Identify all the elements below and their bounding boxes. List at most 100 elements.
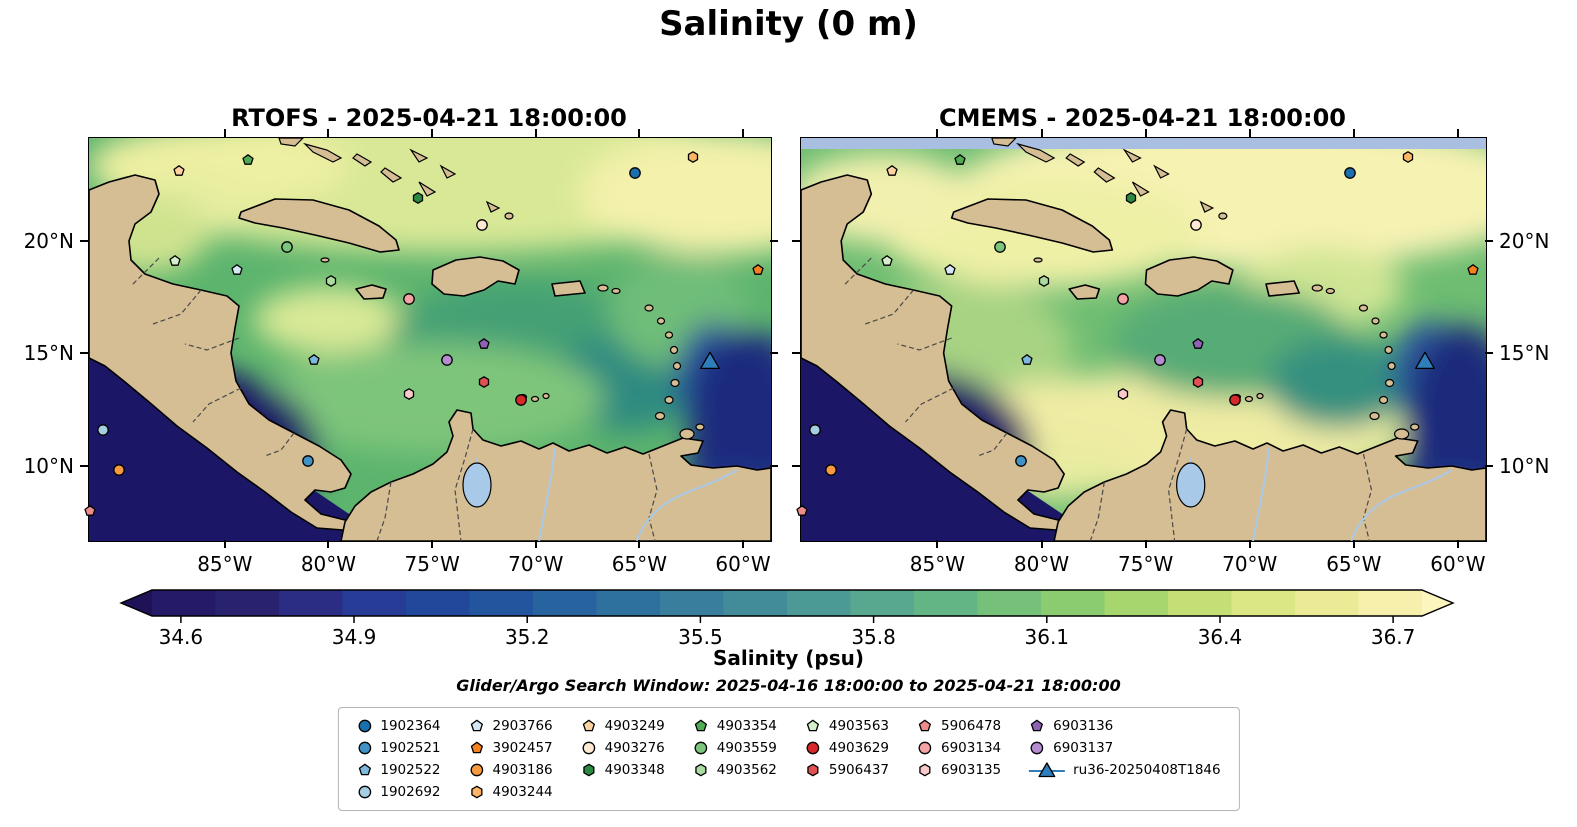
- x-tick-label: 85°W: [197, 552, 253, 576]
- pentagon-marker-icon: [918, 719, 932, 732]
- legend-column: 1902364 1902521 1902522 1902692: [356, 717, 441, 801]
- pentagon-marker-icon: [231, 263, 243, 275]
- circle-marker-icon: [694, 741, 708, 755]
- legend-column: 5906478 6903134 6903135: [917, 717, 1001, 801]
- float-marker-6903135: [1116, 387, 1129, 400]
- y-tick-label: 10°N: [1499, 453, 1550, 478]
- x-tick-mark: [534, 540, 537, 548]
- colorbar-tick-label: 36.1: [1024, 625, 1070, 649]
- pentagon-legend-marker-icon: [805, 719, 821, 733]
- pentagon-marker-icon: [173, 164, 185, 176]
- pentagon-marker-icon: [1466, 263, 1479, 275]
- pentagon-legend-marker-icon: [469, 719, 485, 733]
- legend-label: 4903629: [828, 740, 890, 756]
- legend-label: 1902521: [380, 740, 441, 756]
- legend-box: 1902364 1902521 1902522 1902692 2903766 39024…: [337, 707, 1240, 811]
- float-marker-4903186: [825, 464, 838, 477]
- legend-item: 4903276: [581, 739, 665, 757]
- x-tick-label: 65°W: [1326, 552, 1382, 576]
- colorbar-tick-label: 35.2: [504, 625, 550, 649]
- x-tick-mark: [431, 540, 434, 548]
- legend-label: 1902364: [380, 718, 441, 734]
- float-marker-4903348: [411, 191, 424, 204]
- circle-marker-icon: [358, 785, 371, 799]
- x-tick-mark: [936, 129, 939, 137]
- triangle-marker-icon: [699, 351, 720, 370]
- circle-marker-icon: [994, 241, 1006, 254]
- pentagon-legend-marker-icon: [693, 719, 709, 733]
- y-tick-mark: [792, 464, 800, 467]
- glider-marker-icon: [1029, 762, 1066, 778]
- pentagon-marker-icon: [886, 164, 898, 176]
- legend-item: 6903134: [917, 739, 1001, 757]
- float-marker-1902364: [1343, 167, 1356, 180]
- circle-marker-icon: [629, 167, 642, 179]
- hexagon-legend-marker-icon: [581, 763, 597, 777]
- float-marker-1902522: [307, 353, 320, 366]
- float-marker-4903249: [173, 164, 186, 177]
- legend-label: 4903563: [828, 718, 890, 734]
- legend-item: 4903348: [581, 761, 665, 779]
- float-marker-6903137: [440, 353, 453, 366]
- legend-label: 1902692: [380, 784, 441, 800]
- legend-label: ru36-20250408T1846: [1073, 762, 1221, 778]
- legend-label: 4903244: [492, 784, 553, 800]
- float-marker-1902521: [301, 455, 314, 468]
- y-tick-label: 10°N: [23, 453, 74, 478]
- legend-label: 6903134: [941, 740, 1002, 756]
- y-tick-mark: [1485, 352, 1493, 355]
- hexagon-marker-icon: [688, 151, 699, 164]
- pentagon-marker-icon: [881, 254, 894, 266]
- circle-marker-icon: [918, 741, 932, 755]
- map-rtofs: [89, 138, 771, 541]
- legend-label: 6903137: [1053, 740, 1114, 756]
- legend-label: 4903348: [604, 762, 665, 778]
- float-marker-5906437: [1191, 376, 1204, 389]
- pentagon-marker-icon: [169, 254, 181, 266]
- pentagon-marker-icon: [242, 153, 254, 165]
- circle-marker-icon: [1189, 218, 1202, 231]
- circle-marker-icon: [1343, 167, 1356, 179]
- y-tick-mark: [1485, 239, 1493, 242]
- y-tick-label: 15°N: [23, 341, 74, 366]
- float-marker-5906478: [84, 504, 97, 517]
- float-marker-4903276: [475, 218, 488, 231]
- float-marker-4903186: [113, 464, 126, 477]
- triangle-legend-marker-icon: [1029, 760, 1066, 780]
- colorbar-tick-label: 35.5: [678, 625, 723, 649]
- colorbar-tick-label: 34.9: [331, 625, 377, 649]
- pentagon-marker-icon: [944, 263, 956, 275]
- legend-item: 6903136: [1029, 717, 1220, 735]
- panel-title-cmems: CMEMS - 2025-04-21 18:00:00: [939, 104, 1346, 132]
- colorbar: 34.6 34.9 35.2 35.5 35.8 36.1 36.4 36.7: [119, 589, 1455, 649]
- float-marker-1902522: [1020, 353, 1033, 366]
- y-tick-mark: [80, 464, 88, 467]
- legend-label: 4903559: [716, 740, 777, 756]
- legend-column: 4903563 4903629 5906437: [805, 717, 889, 801]
- pentagon-marker-icon: [954, 153, 966, 165]
- hexagon-marker-icon: [583, 763, 595, 777]
- map-panel-cmems: [800, 137, 1487, 542]
- x-tick-label: 80°W: [300, 552, 357, 576]
- float-marker-6903137: [1154, 353, 1167, 366]
- pentagon-legend-marker-icon: [356, 763, 372, 777]
- legend-item: 5906437: [805, 761, 889, 779]
- hexagon-marker-icon: [478, 376, 490, 389]
- y-tick-mark: [770, 239, 778, 242]
- hexagon-marker-icon: [1117, 387, 1128, 400]
- x-tick-mark: [1248, 540, 1251, 548]
- pentagon-legend-marker-icon: [581, 719, 597, 733]
- legend-label: 4903562: [716, 762, 777, 778]
- x-tick-label: 60°W: [1430, 552, 1486, 576]
- float-marker-ru36-20250408T1846: [698, 350, 722, 374]
- float-marker-4903354: [241, 153, 254, 166]
- hexagon-marker-icon: [695, 763, 707, 777]
- pentagon-legend-marker-icon: [917, 719, 933, 733]
- legend-label: 2903766: [492, 718, 553, 734]
- x-tick-label: 60°W: [715, 552, 771, 576]
- pentagon-marker-icon: [1031, 719, 1044, 732]
- x-tick-mark: [1456, 129, 1459, 137]
- circle-marker-icon: [825, 464, 838, 477]
- float-marker-1902521: [1014, 455, 1027, 468]
- colorbar-label: Salinity (psu): [712, 646, 864, 670]
